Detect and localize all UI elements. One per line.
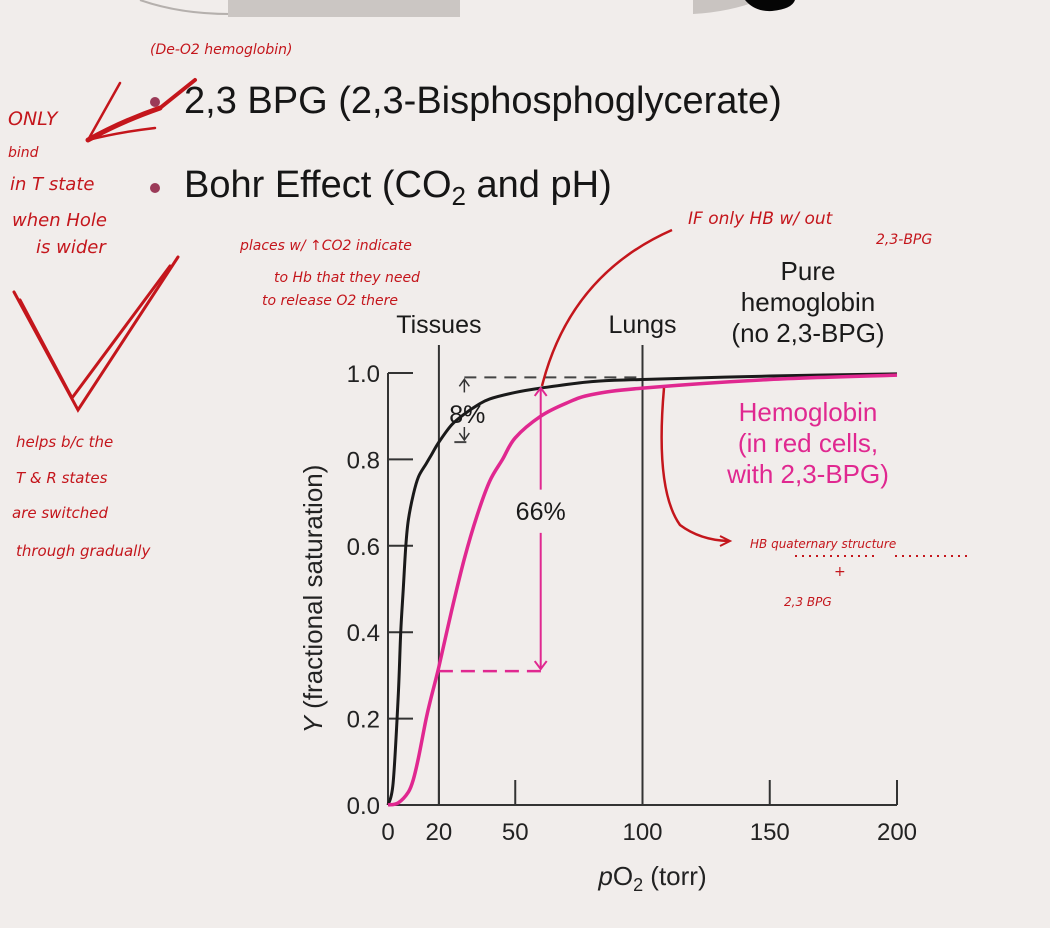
- bullet-dot-icon: [150, 96, 160, 107]
- label-pure-hemoglobin: (no 2,3-BPG): [731, 318, 884, 348]
- curve-hemoglobin-bpg: [387, 373, 898, 807]
- y-tick-label: 0.6: [347, 534, 380, 561]
- marker-label-lungs: Lungs: [608, 311, 676, 339]
- bullet-text: Bohr Effect (CO2 and pH): [184, 164, 612, 211]
- x-axis-label: pO2 (torr): [597, 861, 706, 895]
- label-hemoglobin-bpg: Hemoglobin: [739, 397, 878, 427]
- x-tick-label: 20: [426, 819, 453, 846]
- y-tick-label: 0.0: [347, 793, 380, 820]
- label-8pct: 8%: [449, 401, 485, 429]
- y-tick-label: 1.0: [347, 361, 380, 388]
- x-tick-label: 100: [622, 819, 662, 846]
- bullet-dot-icon: [150, 183, 160, 193]
- label-hemoglobin-bpg: (in red cells,: [738, 428, 878, 458]
- top-decoration: [139, 0, 795, 17]
- y-tick-label: 0.4: [347, 620, 380, 647]
- x-tick-label: 200: [877, 819, 917, 846]
- bullet-bohr: Bohr Effect (CO2 and pH): [150, 164, 612, 212]
- bullet-text: 2,3 BPG (2,3-Bisphosphoglycerate): [184, 80, 782, 122]
- label-hemoglobin-bpg: with 2,3-BPG): [726, 459, 889, 489]
- x-tick-label: 150: [750, 819, 790, 846]
- label-pure-hemoglobin: hemoglobin: [741, 287, 875, 317]
- y-tick-label: 0.8: [347, 447, 380, 474]
- marker-label-tissues: Tissues: [396, 311, 481, 339]
- bullet-bpg: 2,3 BPG (2,3-Bisphosphoglycerate): [150, 80, 782, 123]
- label-66pct: 66%: [516, 498, 566, 526]
- x-tick-label: 0: [381, 819, 394, 846]
- y-axis-label: Y (fractional saturation): [298, 465, 328, 734]
- x-tick-label: 50: [502, 819, 529, 846]
- y-tick-label: 0.2: [347, 707, 380, 734]
- label-pure-hemoglobin: Pure: [781, 256, 836, 286]
